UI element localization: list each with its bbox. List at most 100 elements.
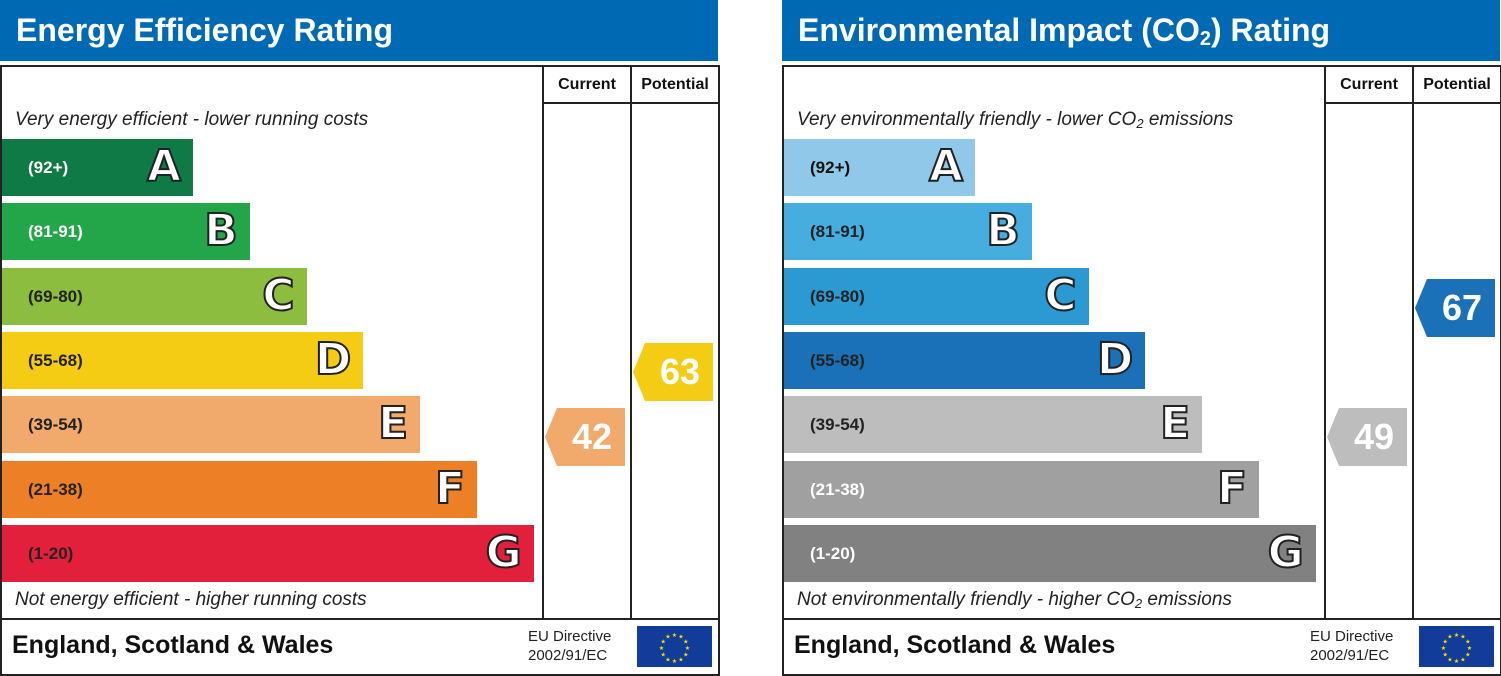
eu-star-icon: ★ [1467, 645, 1472, 652]
potential-rating-arrow: 63 [633, 343, 713, 402]
top-caption: Very environmentally friendly - lower CO… [797, 109, 1233, 131]
band-letter: D [1096, 333, 1135, 385]
band-range-label: (55-68) [810, 350, 865, 370]
chart-frame: Current Potential Very energy efficient … [0, 65, 720, 676]
rating-band-b: (81-91) B [2, 203, 250, 261]
top-caption: Very energy efficient - lower running co… [15, 109, 369, 130]
chart-frame: Current Potential Very environmentally f… [782, 65, 1501, 676]
eu-star-icon: ★ [1460, 634, 1465, 641]
divider [630, 67, 632, 618]
potential-column-header: Potential [1423, 76, 1491, 93]
eu-star-icon: ★ [1465, 652, 1470, 659]
current-column-header: Current [558, 76, 616, 93]
country-label: England, Scotland & Wales [12, 631, 334, 659]
eu-star-icon: ★ [665, 634, 670, 641]
band-letter: D [314, 333, 353, 385]
potential-column-header: Potential [641, 76, 709, 93]
band-letter: E [377, 398, 409, 450]
band-range-label: (69-80) [810, 286, 865, 306]
rating-band-c: (69-80) C [784, 267, 1089, 325]
band-range-label: (1-20) [28, 543, 74, 563]
caption-main: Not environmentally friendly - higher CO [797, 589, 1135, 610]
band-range-label: (39-54) [28, 415, 83, 435]
rating-band-f: (21-38) F [2, 460, 477, 518]
eu-star-icon: ★ [678, 656, 683, 663]
chart-title: Environmental Impact (CO2) Rating [798, 12, 1330, 49]
band-letter: C [261, 269, 295, 321]
eu-star-icon: ★ [661, 652, 666, 659]
environmental-impact-chart: Environmental Impact (CO2) Rating Curren… [782, 0, 1501, 676]
band-letter: B [203, 205, 239, 257]
chart-header: Environmental Impact (CO2) Rating [782, 0, 1500, 61]
band-letter: E [1159, 398, 1191, 450]
title-subscript: 2 [1199, 28, 1211, 50]
divider [784, 618, 1500, 620]
divider [542, 102, 718, 104]
divider [542, 67, 544, 618]
chart-header: Energy Efficiency Rating [0, 0, 718, 61]
current-rating-arrow: 49 [1327, 407, 1407, 466]
band-range-label: (39-54) [810, 415, 865, 435]
eu-star-icon: ★ [678, 634, 683, 641]
band-letter: A [928, 141, 964, 193]
rating-band-b: (81-91) B [784, 203, 1032, 261]
rating-band-a: (92+) A [2, 139, 193, 196]
eu-star-icon: ★ [665, 656, 670, 663]
eu-star-icon: ★ [683, 639, 688, 646]
band-range-label: (55-68) [28, 350, 83, 370]
caption-subscript: 2 [1134, 596, 1143, 611]
band-letter: G [1267, 526, 1305, 578]
band-letter: C [1043, 269, 1077, 321]
eu-flag-icon: ★ ★ ★ ★ ★ ★ ★ ★ ★ ★ ★ ★ [637, 626, 712, 667]
band-letter: G [485, 526, 523, 578]
eu-star-icon: ★ [1447, 634, 1452, 641]
rating-band-g: (1-20) G [784, 524, 1316, 582]
current-rating-arrow: 42 [545, 407, 625, 466]
eu-star-icon: ★ [1454, 632, 1459, 639]
divider [1324, 102, 1500, 104]
eu-star-icon: ★ [685, 645, 690, 652]
band-letter: F [434, 462, 466, 514]
eu-star-icon: ★ [1443, 639, 1448, 646]
band-range-label: (21-38) [28, 479, 83, 499]
chart-title: Energy Efficiency Rating [16, 12, 393, 48]
energy-efficiency-chart: Energy Efficiency Rating Current Potenti… [0, 0, 720, 676]
eu-directive-label: EU Directive 2002/91/EC [1310, 627, 1393, 665]
eu-star-icon: ★ [1441, 645, 1446, 652]
potential-rating-value: 63 [659, 351, 701, 393]
eu-star-icon: ★ [1460, 656, 1465, 663]
band-range-label: (81-91) [810, 222, 865, 242]
band-range-label: (81-91) [28, 222, 83, 242]
rating-band-e: (39-54) E [784, 396, 1203, 454]
divider [2, 618, 718, 620]
caption-main: Very environmentally friendly - lower CO [797, 109, 1137, 130]
caption-subscript: 2 [1136, 116, 1144, 131]
potential-rating-value: 67 [1441, 287, 1483, 329]
eu-star-icon: ★ [1443, 652, 1448, 659]
band-letter: B [985, 205, 1021, 257]
eu-star-icon: ★ [672, 632, 677, 639]
current-column-header: Current [1340, 76, 1398, 93]
band-letter: A [146, 141, 182, 193]
band-range-label: (92+) [810, 158, 851, 177]
rating-band-e: (39-54) E [2, 396, 421, 454]
rating-band-d: (55-68) D [784, 331, 1146, 389]
eu-directive-label: EU Directive 2002/91/EC [528, 627, 611, 665]
current-rating-value: 42 [571, 415, 613, 457]
eu-star-icon: ★ [1465, 639, 1470, 646]
bottom-caption: Not energy efficient - higher running co… [15, 589, 367, 610]
rating-band-f: (21-38) F [784, 460, 1259, 518]
current-rating-value: 49 [1353, 415, 1395, 457]
band-range-label: (1-20) [810, 543, 856, 563]
eu-star-icon: ★ [1454, 658, 1459, 665]
eu-directive-line: EU Directive [528, 628, 612, 645]
band-range-label: (69-80) [28, 286, 83, 306]
caption-end: emissions [1142, 589, 1232, 610]
eu-star-icon: ★ [659, 645, 664, 652]
rating-band-g: (1-20) G [2, 524, 534, 582]
band-letter: F [1216, 462, 1248, 514]
band-range-label: (21-38) [810, 479, 865, 499]
potential-rating-arrow: 67 [1415, 279, 1495, 338]
eu-directive-line: EU Directive [1310, 628, 1394, 645]
eu-directive-number: 2002/91/EC [528, 647, 608, 664]
